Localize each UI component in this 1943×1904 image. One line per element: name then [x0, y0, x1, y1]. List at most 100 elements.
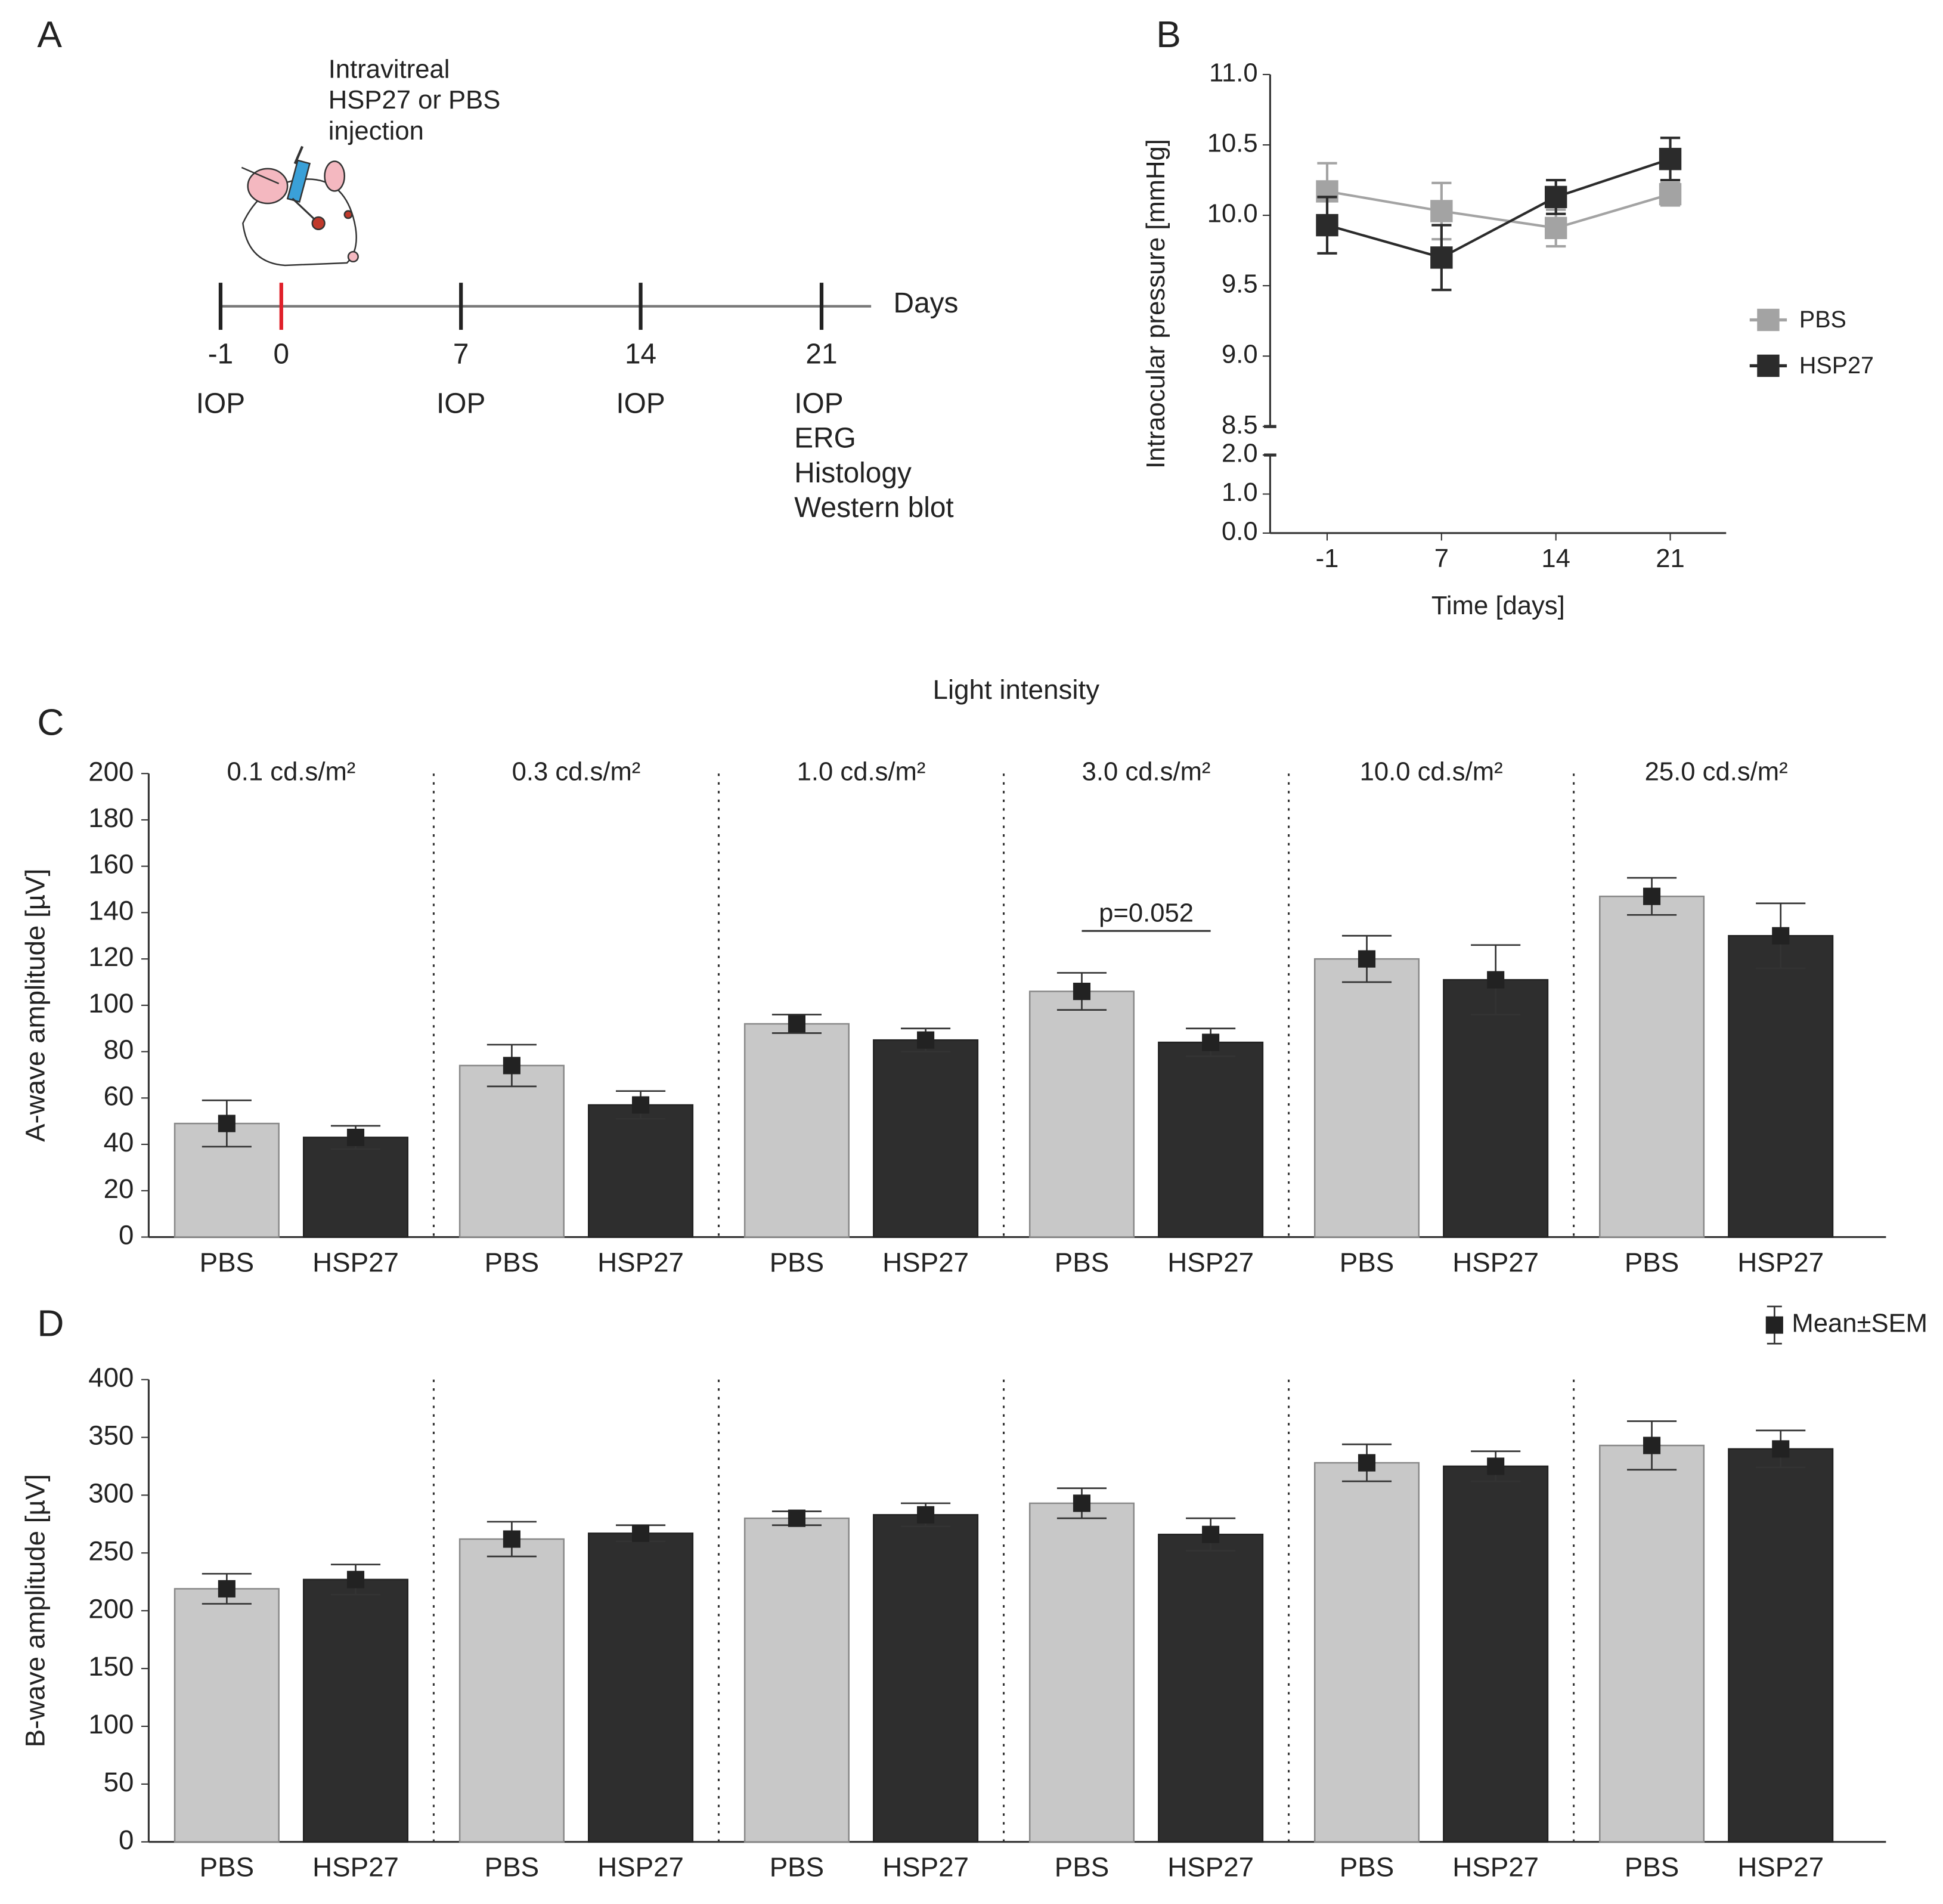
marker — [917, 1506, 935, 1524]
y-tick-label: 8.5 — [1222, 410, 1258, 439]
group-label: 25.0 cd.s/m² — [1645, 757, 1788, 787]
marker — [346, 1571, 365, 1589]
y-tick-label: 0 — [119, 1825, 134, 1855]
x-tick-label: PBS — [485, 1247, 539, 1277]
x-tick-label: 7 — [1434, 544, 1449, 573]
marker — [1772, 1440, 1790, 1458]
marker — [788, 1015, 805, 1033]
marker — [1073, 1494, 1091, 1512]
timeline-tick-label: -1 — [208, 338, 234, 370]
x-tick-label: PBS — [770, 1852, 824, 1883]
x-tick-label: HSP27 — [1167, 1247, 1254, 1277]
bar — [1599, 895, 1705, 1238]
x-tick-label: HSP27 — [597, 1852, 684, 1883]
y-tick-label: 100 — [88, 988, 134, 1018]
x-tick-label: HSP27 — [1167, 1852, 1254, 1883]
bar — [743, 1023, 850, 1238]
panel-label: A — [37, 14, 62, 55]
y-tick-label: 40 — [104, 1127, 134, 1157]
group-label: 1.0 cd.s/m² — [797, 757, 926, 787]
bar — [1443, 1465, 1549, 1843]
bar — [743, 1517, 850, 1843]
y-tick-label: 150 — [88, 1651, 134, 1682]
y-tick-label: 350 — [88, 1420, 134, 1451]
y-tick-label: 60 — [104, 1081, 134, 1111]
marker — [788, 1509, 805, 1527]
panel-label: B — [1156, 14, 1181, 55]
series-line — [1327, 157, 1671, 259]
event-label: IOP — [616, 388, 665, 420]
event-label: IOP — [196, 388, 245, 420]
bar — [873, 1039, 979, 1238]
y-tick-label: 0.0 — [1222, 517, 1258, 546]
group-label: 0.1 cd.s/m² — [227, 757, 356, 787]
bar — [1028, 1502, 1135, 1843]
marker — [1073, 983, 1091, 1001]
x-tick-label: PBS — [1625, 1852, 1679, 1883]
bar — [458, 1064, 565, 1238]
bar — [588, 1533, 694, 1843]
marker — [1358, 1454, 1376, 1472]
group-label: 10.0 cd.s/m² — [1360, 757, 1503, 787]
x-tick-label: HSP27 — [312, 1247, 399, 1277]
y-tick-label: 180 — [88, 803, 134, 833]
event-label: IOP — [436, 388, 485, 420]
legend-marker — [1757, 354, 1780, 377]
y-tick-label: 300 — [88, 1478, 134, 1508]
x-tick-label: PBS — [485, 1852, 539, 1883]
event-label: Western blot — [794, 492, 953, 524]
y-tick-label: 0 — [119, 1220, 134, 1250]
marker — [1430, 246, 1453, 269]
x-tick-label: PBS — [200, 1852, 254, 1883]
marker — [1358, 950, 1376, 968]
marker — [1659, 147, 1682, 171]
marker — [632, 1096, 650, 1114]
y-tick-label: 10.0 — [1207, 199, 1258, 228]
x-tick-label: PBS — [1055, 1852, 1109, 1883]
marker — [1316, 213, 1338, 237]
bar — [1599, 1444, 1705, 1843]
y-tick-label: 20 — [104, 1174, 134, 1204]
y-tick-label: 200 — [88, 1593, 134, 1624]
y-tick-label: 140 — [88, 895, 134, 925]
annotation-text: HSP27 or PBS — [329, 85, 501, 114]
mouse-illustration — [241, 145, 359, 267]
x-tick-label: PBS — [1055, 1247, 1109, 1277]
x-tick-label: HSP27 — [882, 1247, 969, 1277]
y-tick-label: 100 — [88, 1709, 134, 1739]
bar — [1443, 979, 1549, 1238]
bar — [873, 1514, 979, 1843]
event-label: IOP — [794, 388, 843, 420]
timeline-tick-label: 21 — [805, 338, 837, 370]
bar — [1158, 1534, 1264, 1843]
bar — [588, 1104, 694, 1238]
bar — [1028, 990, 1135, 1238]
y-tick-label: 80 — [104, 1035, 134, 1065]
marker — [917, 1031, 935, 1049]
panel-label: D — [37, 1304, 64, 1345]
annotation: p=0.052 — [1099, 899, 1194, 928]
x-axis-label: Time [days] — [1431, 591, 1565, 620]
x-tick-label: 14 — [1541, 544, 1570, 573]
x-tick-label: HSP27 — [1452, 1852, 1539, 1883]
marker — [1544, 185, 1567, 209]
marker — [1487, 1457, 1505, 1475]
marker — [1202, 1033, 1220, 1051]
marker — [1772, 927, 1790, 945]
x-tick-label: PBS — [1340, 1247, 1394, 1277]
marker — [1202, 1525, 1220, 1543]
marker — [1544, 216, 1567, 240]
x-tick-label: PBS — [1625, 1247, 1679, 1277]
timeline-tick-label: 14 — [625, 338, 656, 370]
chart-title: Light intensity — [933, 674, 1100, 705]
y-axis-label: B-wave amplitude [µV] — [20, 1474, 50, 1747]
annotation-text: Intravitreal — [329, 54, 450, 83]
y-tick-label: 120 — [88, 942, 134, 972]
marker — [503, 1057, 520, 1075]
bar — [173, 1588, 280, 1843]
bar — [458, 1538, 565, 1843]
bar — [1728, 1448, 1834, 1843]
y-axis-label: Intraocular pressure [mmHg] — [1141, 139, 1170, 469]
group-label: 3.0 cd.s/m² — [1082, 757, 1211, 787]
x-tick-label: HSP27 — [1737, 1247, 1824, 1277]
